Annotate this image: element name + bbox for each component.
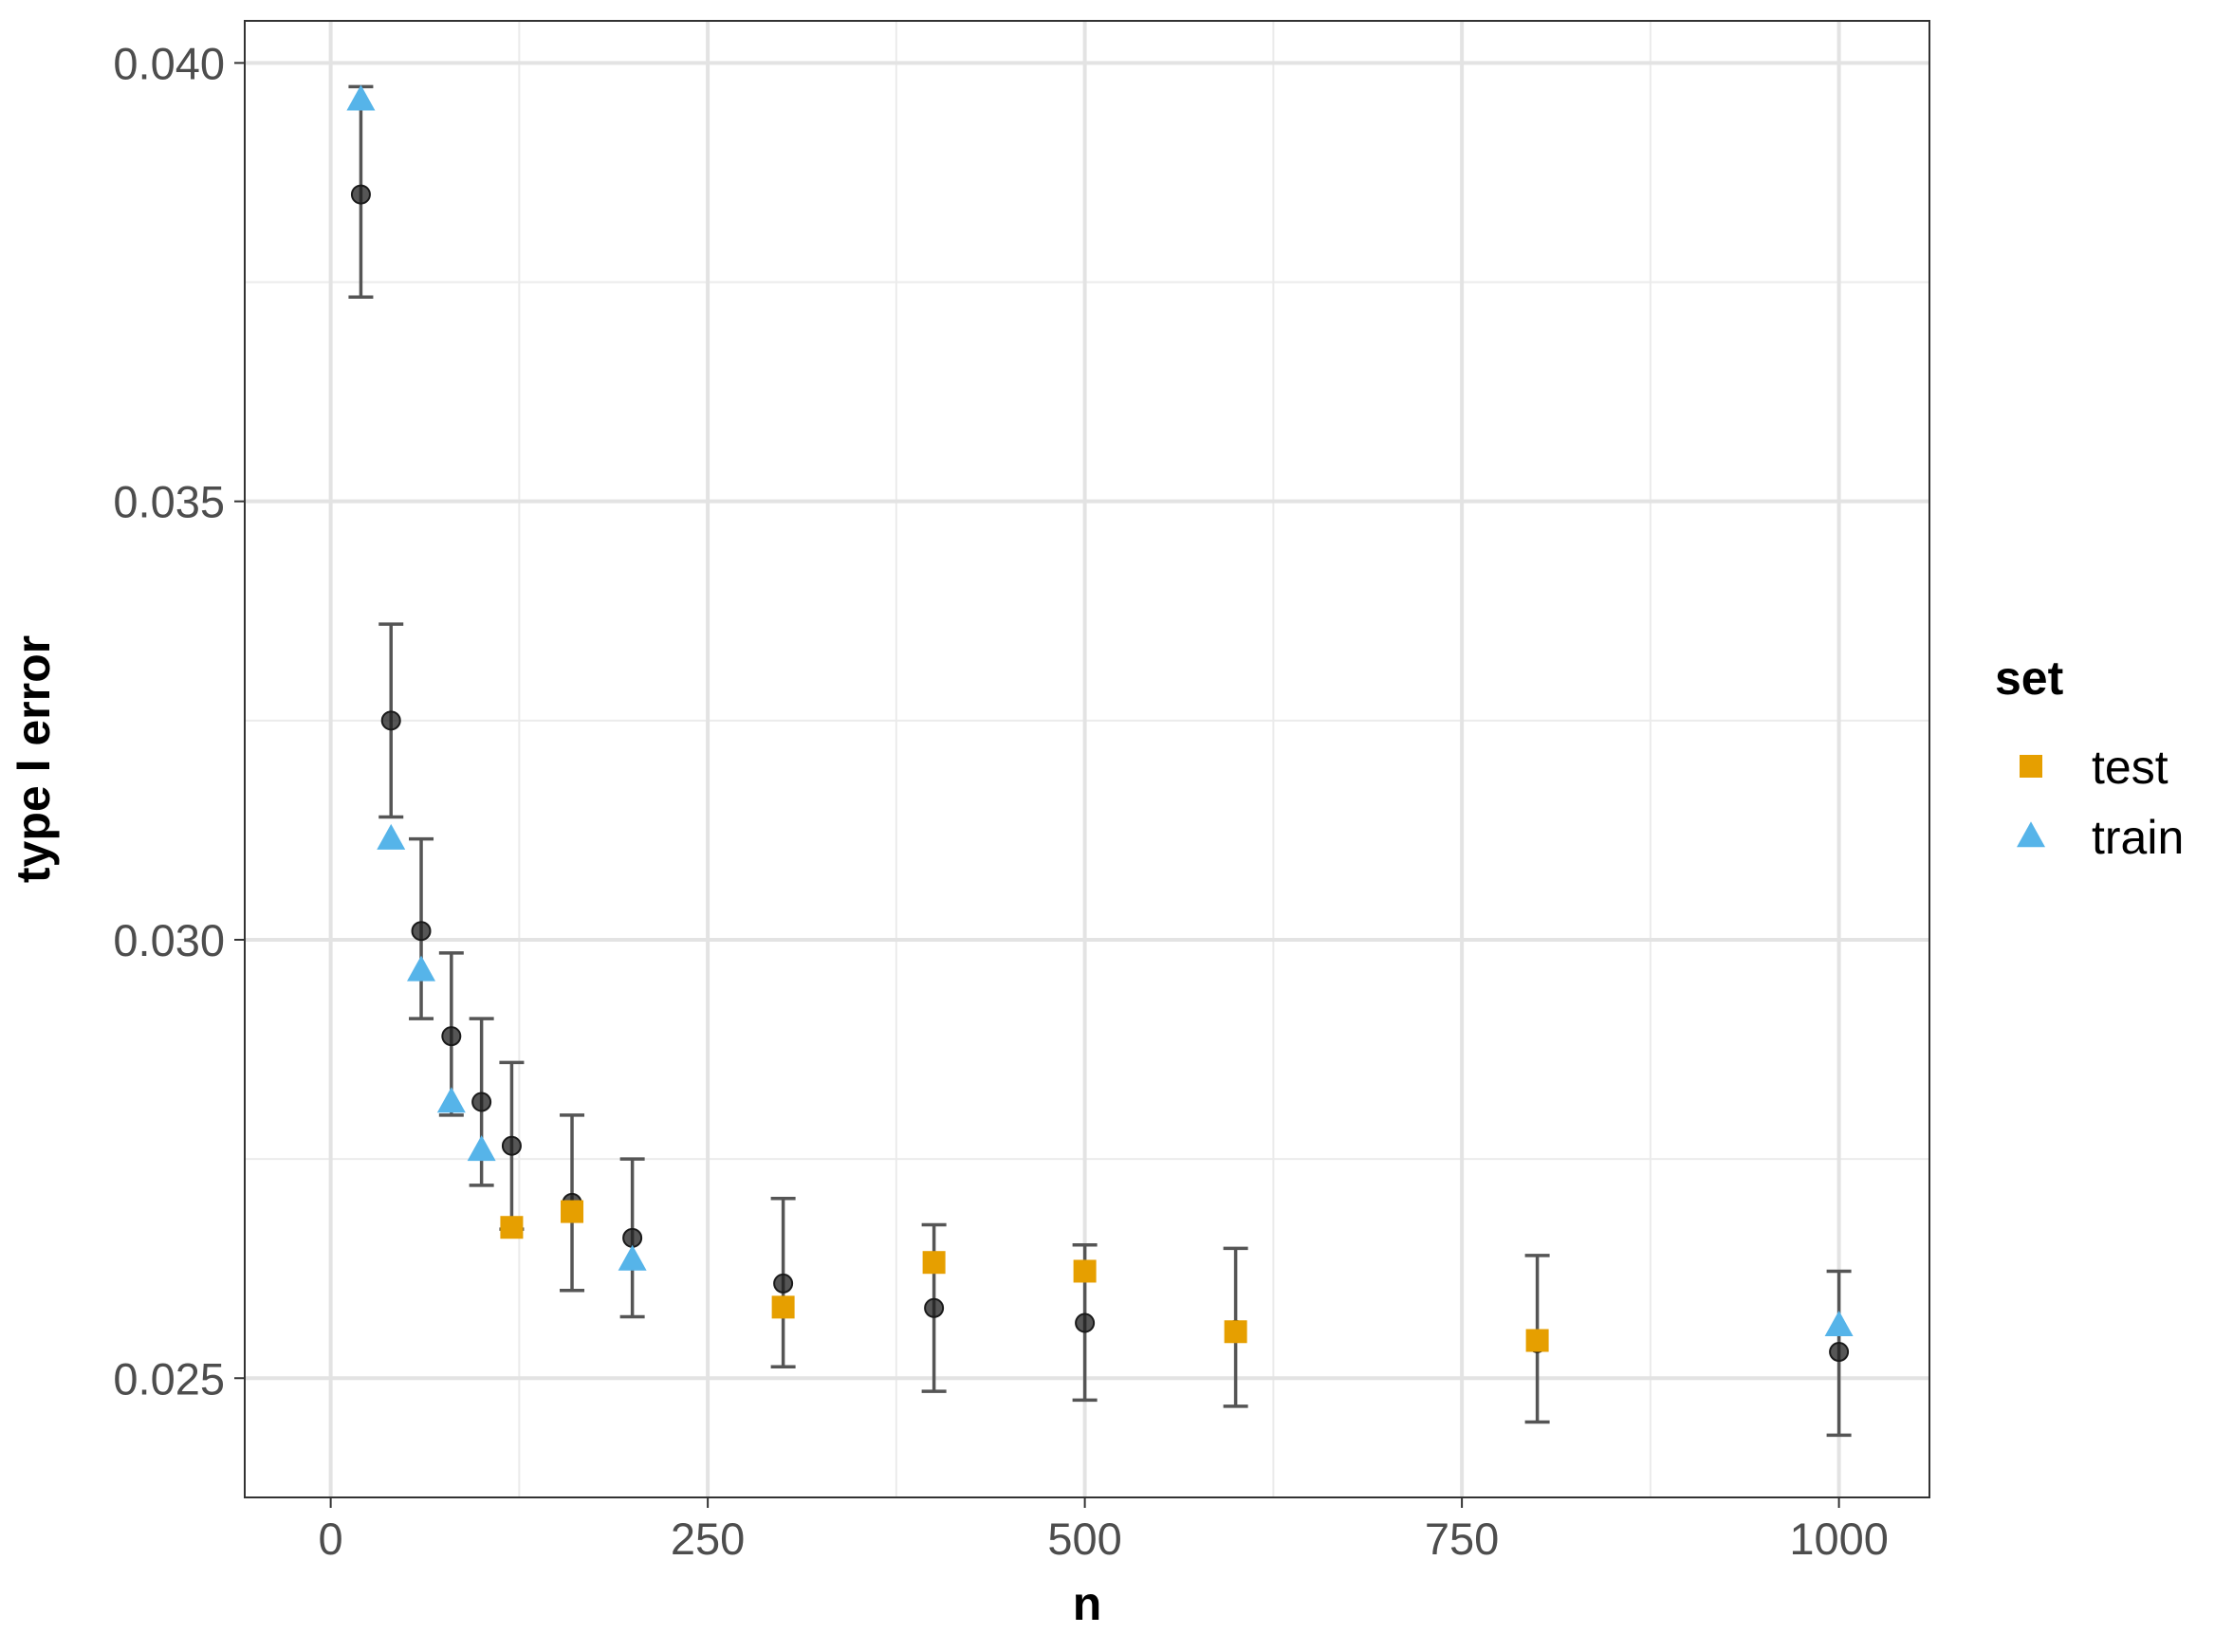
mean-point <box>441 1026 462 1047</box>
plot-panel <box>245 21 1929 1497</box>
train-point <box>377 823 406 850</box>
legend-item-test: test <box>2020 741 2168 794</box>
mean-point <box>924 1297 945 1318</box>
x-tick-label: 1000 <box>1789 1514 1889 1564</box>
legend-key-triangle-icon <box>2017 821 2045 848</box>
mean-point <box>350 184 371 205</box>
mean-point <box>1829 1342 1850 1363</box>
legend-title: set <box>1995 652 2064 705</box>
panel-border <box>244 20 1930 1498</box>
train-point <box>467 1135 496 1162</box>
test-point <box>1073 1259 1097 1283</box>
train-point <box>1824 1311 1854 1337</box>
y-axis-title: type I error <box>7 635 60 883</box>
mean-point <box>471 1092 492 1112</box>
x-tick-label: 500 <box>1047 1514 1121 1564</box>
mean-point <box>380 710 401 731</box>
test-point <box>771 1295 795 1319</box>
x-tick-label: 750 <box>1425 1514 1499 1564</box>
x-tick-label: 0 <box>319 1514 343 1564</box>
train-point <box>346 84 376 111</box>
legend-label: train <box>2092 811 2184 864</box>
test-point <box>500 1216 524 1239</box>
x-axis-title: n <box>1073 1577 1102 1630</box>
y-tick-label: 0.040 <box>113 38 225 88</box>
mean-point <box>773 1273 794 1294</box>
train-point <box>618 1244 647 1271</box>
y-tick-label: 0.030 <box>113 915 225 965</box>
y-tick-label: 0.025 <box>113 1353 225 1404</box>
mean-point <box>622 1227 643 1248</box>
test-point <box>1525 1329 1549 1352</box>
legend-item-train: train <box>2017 811 2184 864</box>
mean-point <box>1075 1312 1096 1333</box>
legend-key-square-icon <box>2020 755 2042 778</box>
train-point <box>436 1087 466 1113</box>
test-point <box>1224 1320 1247 1344</box>
mean-point <box>411 921 432 942</box>
test-point <box>561 1200 584 1223</box>
test-point <box>922 1251 946 1275</box>
y-tick-label: 0.035 <box>113 477 225 527</box>
legend-label: test <box>2092 741 2168 794</box>
x-tick-label: 250 <box>671 1514 745 1564</box>
mean-point <box>501 1135 522 1156</box>
train-point <box>407 955 436 982</box>
